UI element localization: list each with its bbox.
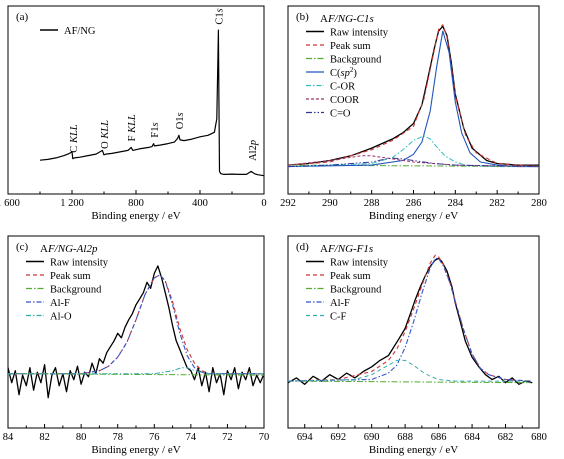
series-line [287,359,531,382]
legend-label: C-OR [330,82,355,93]
legend-label: AF/NG [64,26,96,37]
x-axis-label: Binding energy / eV [91,444,180,456]
legend-label: Raw intensity [330,28,389,39]
peak-annotation: C KLL [69,124,80,152]
peak-annotation-label: F1s [150,122,161,137]
series-line [287,25,539,166]
legend-label: Raw intensity [50,258,109,269]
chart-panel-0: 1 600 1 200 800 400 0 Binding energy / eV (a) A… [0,5,267,222]
x-tick-label: 694 [297,432,314,443]
x-tick-label: 686 [431,432,447,443]
x-tick-label: 292 [280,198,296,209]
x-tick-label: 684 [464,432,481,443]
x-tick-label: 76 [149,432,160,443]
x-axis-label: Binding energy / eV [91,210,180,222]
x-tick-label: 692 [330,432,346,443]
peak-annotation: Al2p [248,140,259,161]
series-line [287,254,531,382]
plot-frame [287,235,540,429]
x-tick-label: 800 [128,198,144,209]
panel-label: (a) [16,11,29,23]
x-tick-label: 70 [259,432,270,443]
x-tick-label: 288 [364,198,380,209]
series-line [287,135,539,168]
chart-panel-3: 694 692 690 688 686 684 682 680 Binding energy /… [287,235,547,456]
x-tick-label: 0 [261,198,266,209]
series-line [8,274,264,375]
series-line [39,29,265,177]
legend-label: Background [330,285,382,296]
x-tick-label: 682 [498,432,514,443]
x-tick-label: 280 [531,198,547,209]
legend-label: Peak sum [50,271,91,282]
x-tick-label: 688 [397,432,413,443]
panel-label: (c) [16,241,29,253]
x-tick-label: 82 [39,432,50,443]
series-line [287,24,540,168]
legend-label: Al-O [50,312,72,323]
legend-label: Al-F [50,298,70,309]
series-line [287,257,531,382]
x-axis-label: Binding energy / eV [369,210,458,222]
peak-annotation: F1s [150,122,161,137]
x-tick-label: 80 [76,432,87,443]
peak-annotation-label: C1s [214,8,225,24]
x-tick-label: 400 [192,198,208,209]
panel-title: AF/NG-C1s [320,13,374,25]
x-tick-label: 78 [112,432,123,443]
x-tick-label: 690 [364,432,380,443]
x-tick-label: 286 [406,198,422,209]
peak-annotation: O1s [175,112,186,129]
x-tick-label: 680 [531,432,547,443]
peak-annotation: O KLL [100,120,111,149]
x-tick-label: 1 200 [60,198,84,209]
peak-annotation-label: Al2p [248,140,259,161]
peak-annotation-label: O1s [175,112,186,129]
series-line [287,157,540,168]
legend-label: C=O [330,109,351,120]
x-tick-label: 282 [489,198,505,209]
legend-label: Peak sum [330,41,371,52]
x-tick-label: 72 [222,432,233,443]
legend-label: C(sp2) [330,66,357,79]
plot-frame [7,5,265,195]
series-line [8,367,264,375]
chart-panel-2: 84 82 80 78 76 74 72 70 Binding energy / eV (c) AF… [3,235,270,456]
legend-label: Raw intensity [330,258,389,269]
peak-annotation: F KLL [127,114,138,141]
series-line [287,30,539,168]
legend-label: COOR [330,95,359,106]
legend-label: Al-F [330,298,350,309]
peak-annotation-label: O KLL [100,120,111,149]
x-tick-label: 284 [447,198,464,209]
peak-annotation-label: F KLL [127,114,138,141]
peak-annotation: C1s [214,8,225,24]
x-tick-label: 1 600 [0,198,20,209]
panel-title: AF/NG-F1s [320,243,373,255]
x-tick-label: 74 [186,432,197,443]
legend-label: Peak sum [330,271,371,282]
legend-label: C-F [330,312,347,323]
legend-label: Background [330,55,382,66]
series-line [287,257,533,385]
legend-label: Background [50,285,102,296]
plot-frame [7,235,265,429]
series-line [287,380,531,384]
peak-annotation-label: C KLL [69,124,80,152]
series-line [7,265,265,399]
x-axis-label: Binding energy / eV [369,444,458,456]
x-tick-label: 84 [3,432,14,443]
chart-panel-1: 292 290 288 286 284 282 280 Binding energy / eV… [280,5,547,222]
panel-label: (b) [296,11,309,23]
panel-label: (d) [296,241,309,253]
series-line [8,274,264,375]
panel-title: AF/NG-Al2p [40,243,98,255]
x-tick-label: 290 [322,198,338,209]
